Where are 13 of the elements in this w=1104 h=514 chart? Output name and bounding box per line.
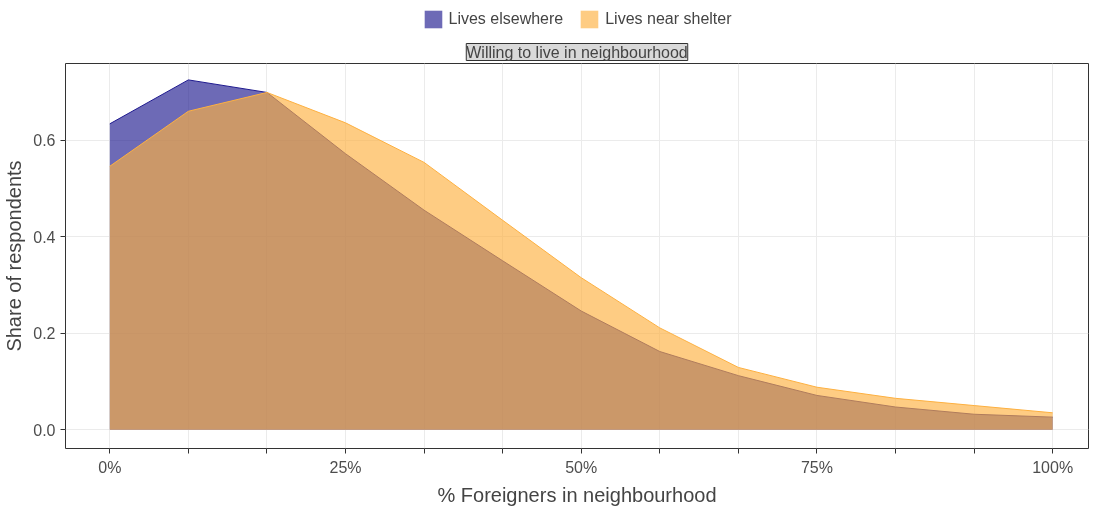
legend-label: Lives near shelter: [605, 10, 732, 28]
x-tick-label: 50%: [565, 458, 598, 476]
x-tick-label: 100%: [1032, 458, 1074, 476]
x-axis-title: % Foreigners in neighbourhood: [437, 483, 717, 506]
y-tick-label: 0.4: [33, 228, 56, 246]
y-tick-label: 0.2: [33, 325, 56, 343]
x-tick-label: 25%: [329, 458, 362, 476]
y-tick-label: 0.6: [33, 132, 56, 150]
x-tick-label: 75%: [800, 458, 833, 476]
y-tick-label: 0.0: [33, 421, 56, 439]
y-axis-title: Share of respondents: [3, 160, 26, 352]
x-tick-label: 0%: [98, 458, 122, 476]
legend-label: Lives elsewhere: [448, 10, 564, 28]
